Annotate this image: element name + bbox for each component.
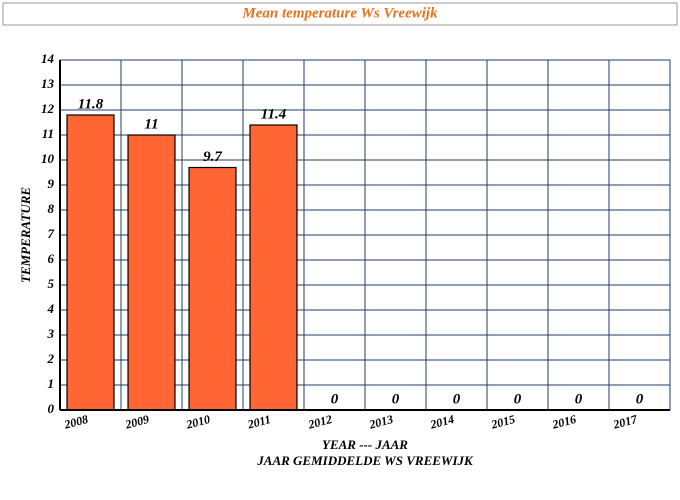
bar: [66, 114, 115, 411]
x-tick-label: 2009: [123, 412, 151, 432]
title-box: [2, 2, 678, 26]
bar: [188, 166, 237, 411]
y-tick-label: 2: [47, 351, 55, 366]
y-tick-label: 0: [48, 401, 55, 416]
x-tick-label: 2014: [428, 412, 456, 432]
value-label: 11.8: [78, 96, 104, 112]
bar: [127, 134, 176, 411]
y-tick-label: 11: [42, 126, 54, 141]
x-tick-label: 2013: [367, 412, 395, 432]
caption: JAAR GEMIDDELDE WS VREEWIJK: [256, 453, 474, 468]
value-label: 0: [331, 391, 339, 407]
value-label: 0: [575, 391, 583, 407]
value-label: 0: [392, 391, 400, 407]
x-tick-label: 2015: [489, 412, 517, 432]
chart-title: Mean temperature Ws Vreewijk: [241, 5, 438, 21]
x-tick-label: 2016: [550, 412, 578, 432]
value-label: 11.4: [261, 106, 287, 122]
y-axis-title: TEMPERATURE: [18, 187, 33, 283]
y-tick-label: 8: [48, 201, 55, 216]
x-tick-label: 2008: [62, 412, 90, 432]
y-tick-label: 9: [48, 176, 55, 191]
y-tick-label: 3: [47, 326, 55, 341]
value-label: 0: [636, 391, 644, 407]
y-tick-label: 14: [41, 51, 55, 66]
y-tick-label: 4: [47, 301, 55, 316]
value-label: 9.7: [203, 149, 222, 165]
x-tick-label: 2010: [184, 412, 212, 432]
x-tick-label: 2017: [611, 412, 640, 432]
value-label: 0: [453, 391, 461, 407]
y-tick-label: 7: [48, 226, 55, 241]
x-axis-title: YEAR --- JAAR: [322, 437, 408, 452]
bar: [249, 124, 298, 411]
x-tick-label: 2011: [245, 412, 272, 432]
value-label: 0: [514, 391, 522, 407]
x-tick-label: 2012: [306, 412, 334, 432]
value-label: 11: [144, 116, 158, 132]
y-tick-label: 12: [41, 101, 55, 116]
y-tick-label: 13: [41, 76, 55, 91]
y-tick-label: 6: [48, 251, 55, 266]
y-tick-label: 5: [48, 276, 55, 291]
y-tick-label: 1: [48, 376, 55, 391]
y-tick-label: 10: [41, 151, 55, 166]
